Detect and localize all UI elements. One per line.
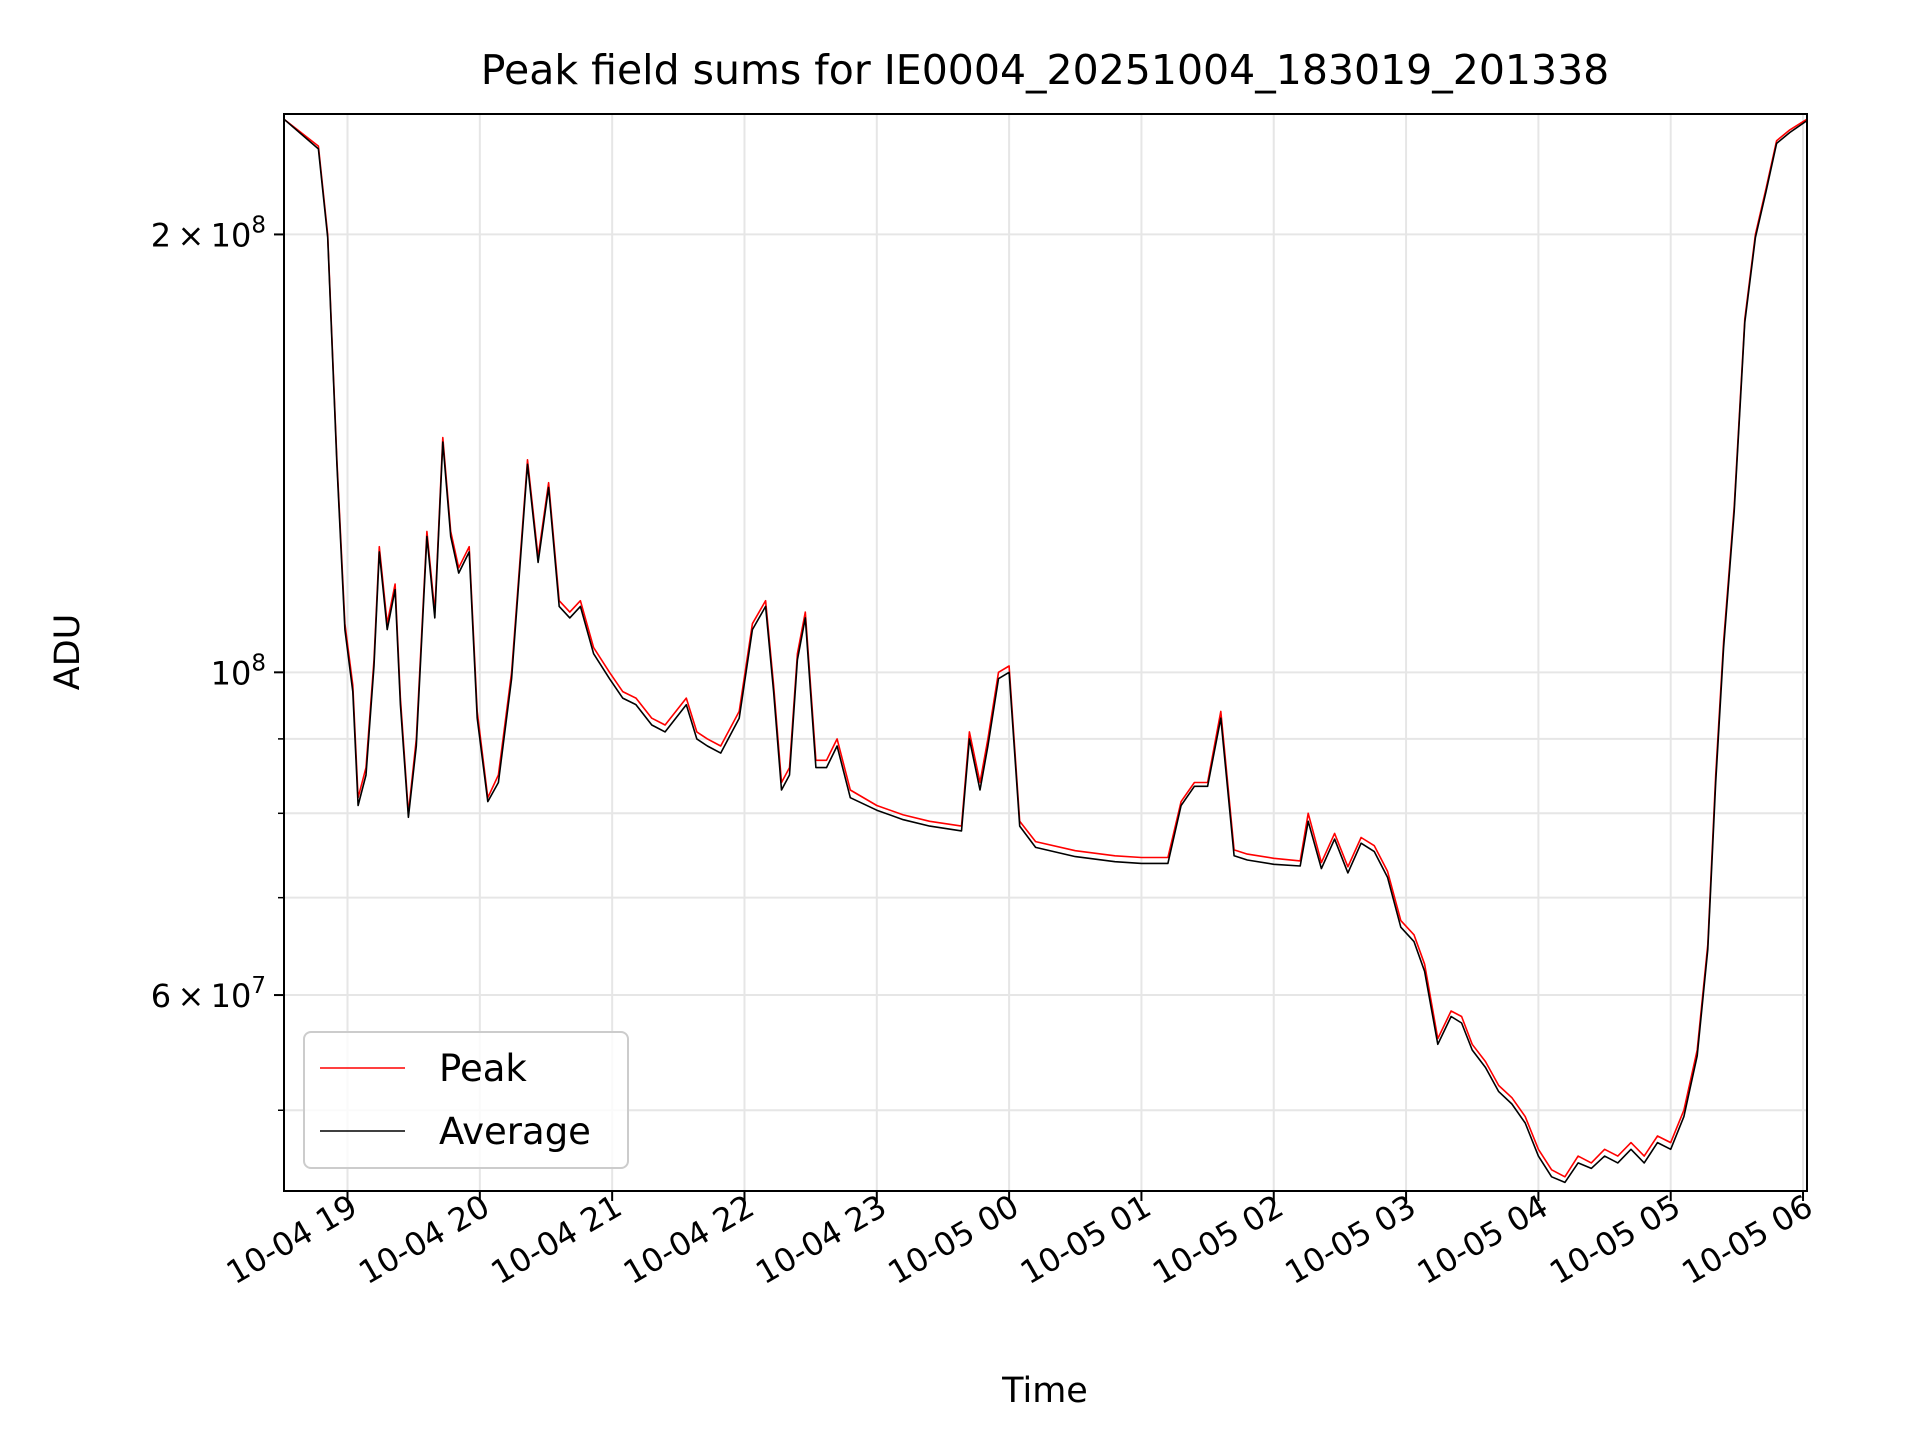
y-tick-label: 108 bbox=[211, 650, 266, 692]
legend-peak-label: Peak bbox=[439, 1047, 527, 1090]
axes-frame bbox=[283, 113, 1808, 1192]
y-tick-label: 2 × 108 bbox=[151, 212, 266, 254]
series-line-peak bbox=[283, 118, 1808, 1178]
legend: Peak Average bbox=[303, 1031, 629, 1169]
grid bbox=[284, 114, 1807, 1191]
x-axis-label: Time bbox=[1001, 1371, 1088, 1411]
chart-title: Peak field sums for IE0004_20251004_1830… bbox=[481, 46, 1610, 94]
y-tick-label: 6 × 107 bbox=[151, 973, 266, 1015]
series-line-average bbox=[283, 118, 1808, 1184]
legend-average-label: Average bbox=[439, 1110, 591, 1153]
plot-area bbox=[284, 114, 1807, 1191]
series-layer bbox=[283, 118, 1808, 1184]
y-axis-label: ADU bbox=[48, 614, 88, 691]
legend-box bbox=[303, 1031, 629, 1169]
